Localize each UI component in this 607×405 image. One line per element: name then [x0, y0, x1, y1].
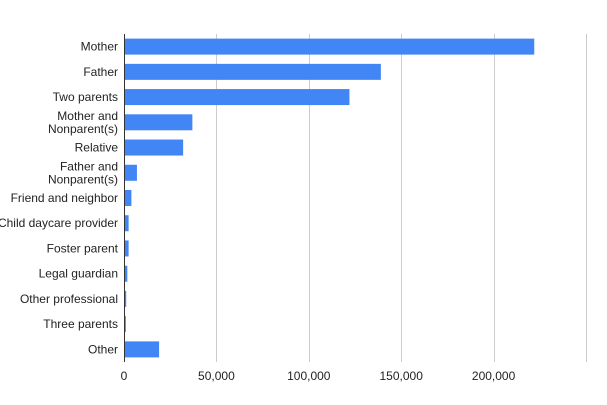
category-label: Other professional	[20, 292, 118, 306]
category-label: Father	[83, 65, 118, 79]
x-tick-label: 150,000	[380, 369, 424, 383]
category-label: Three parents	[43, 317, 118, 331]
bar-child-daycare-provider	[124, 215, 129, 232]
bar-mother	[124, 38, 535, 55]
bar-other-professional	[124, 290, 127, 307]
bar-foster-parent	[124, 240, 129, 257]
bar-father-and-nonparent-s	[124, 164, 137, 181]
bar-two-parents	[124, 89, 350, 106]
category-label: Foster parent	[47, 241, 119, 255]
category-label: Legal guardian	[39, 267, 118, 281]
category-label: Father and Nonparent(s)	[48, 159, 118, 186]
bar-other	[124, 341, 160, 358]
category-label: Relative	[75, 141, 119, 155]
category-label: Two parents	[53, 90, 118, 104]
x-tick-label: 200,000	[472, 369, 516, 383]
bar-father	[124, 63, 381, 80]
bar-relative	[124, 139, 184, 156]
category-label: Other	[88, 342, 118, 356]
bar-mother-and-nonparent-s	[124, 114, 193, 131]
category-label: Mother	[81, 40, 118, 54]
x-tick-label: 100,000	[287, 369, 331, 383]
x-tick-label: 50,000	[198, 369, 235, 383]
bar-legal-guardian	[124, 265, 128, 282]
category-label: Friend and neighbor	[11, 191, 118, 205]
x-tick-label: 0	[121, 369, 128, 383]
category-label: Mother and Nonparent(s)	[48, 109, 118, 136]
bar-friend-and-neighbor	[124, 190, 132, 206]
category-label: Child daycare provider	[0, 216, 118, 230]
